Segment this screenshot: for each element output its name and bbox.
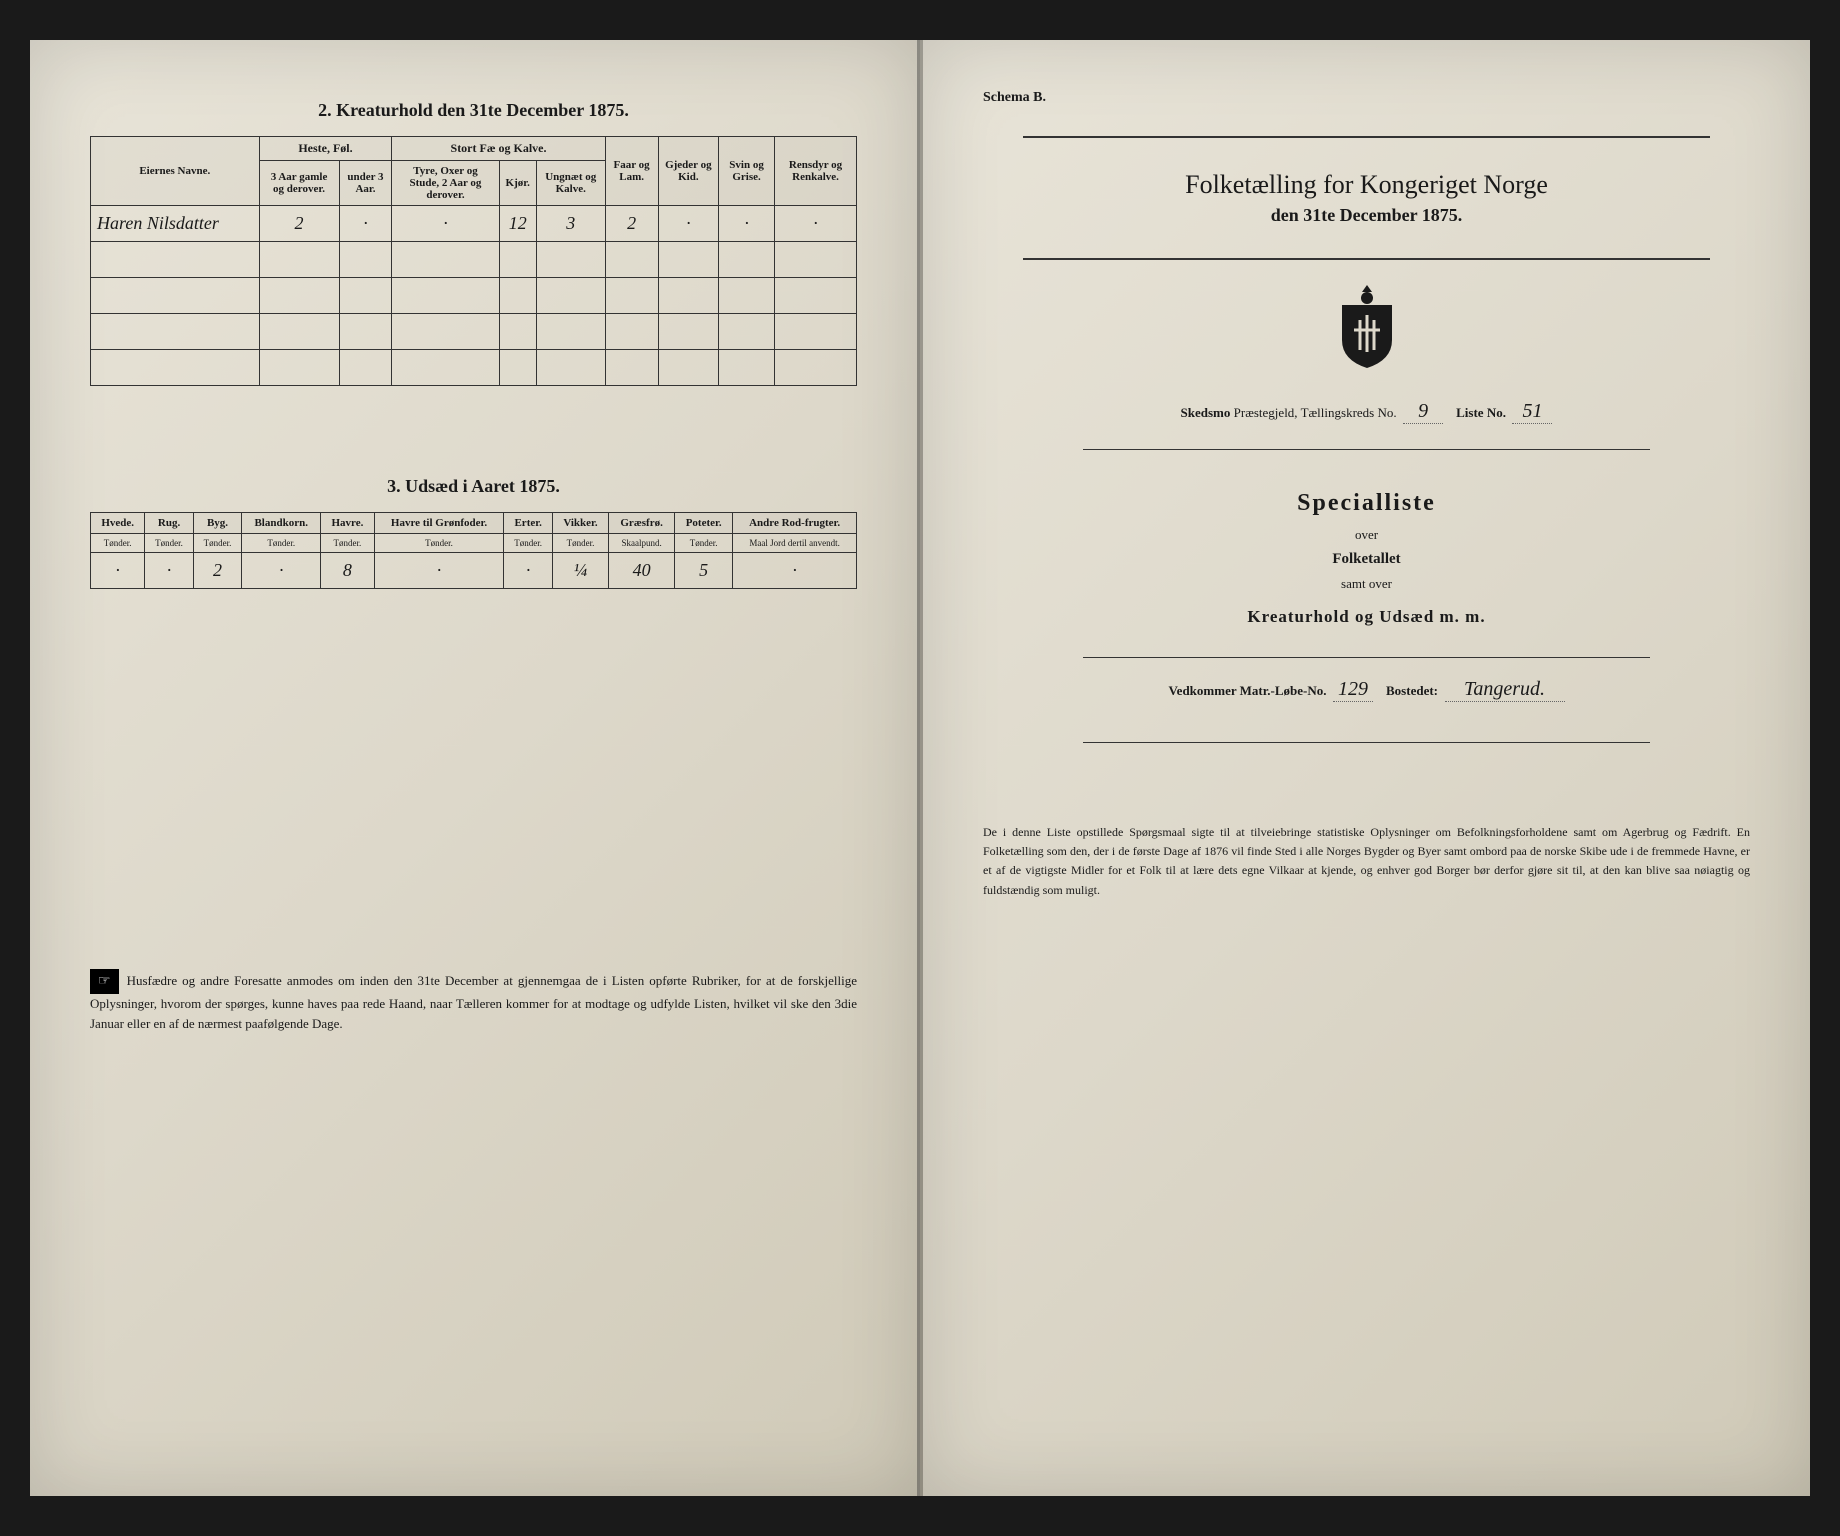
- h: Hvede.: [91, 513, 145, 534]
- specialliste-heading: Specialliste: [983, 490, 1750, 517]
- u: Tønder.: [675, 534, 733, 553]
- h: Havre.: [321, 513, 374, 534]
- cell: ·: [339, 206, 392, 242]
- kreaturhold-heading: Kreaturhold og Udsæd m. m.: [983, 607, 1750, 627]
- section2-title: 2. Kreaturhold den 31te December 1875.: [90, 100, 857, 121]
- cell: 2: [605, 206, 658, 242]
- h: Blandkorn.: [242, 513, 321, 534]
- u: Tønder.: [193, 534, 241, 553]
- v: ·: [91, 553, 145, 589]
- sub-heste1: 3 Aar gamle og derover.: [259, 161, 339, 206]
- census-title: Folketælling for Kongeriget Norge: [1023, 170, 1710, 200]
- u: Tønder.: [91, 534, 145, 553]
- footnote-text: Husfædre og andre Foresatte anmodes om i…: [90, 973, 857, 1031]
- folketallet-label: Folketallet: [983, 551, 1750, 568]
- cell: 3: [536, 206, 605, 242]
- u: Maal Jord dertil anvendt.: [733, 534, 857, 553]
- h: Vikker.: [552, 513, 608, 534]
- cell: ·: [719, 206, 775, 242]
- group-stort: Stort Fæ og Kalve.: [392, 137, 605, 161]
- livestock-table: Eiernes Navne. Heste, Føl. Stort Fæ og K…: [90, 136, 857, 386]
- v: 5: [675, 553, 733, 589]
- v: 2: [193, 553, 241, 589]
- u: Tønder.: [374, 534, 504, 553]
- matr-label: Vedkommer Matr.-Løbe-No.: [1168, 683, 1326, 698]
- book-spread: 2. Kreaturhold den 31te December 1875. E…: [30, 40, 1810, 1496]
- table-row: Haren Nilsdatter 2 · · 12 3 2 · · ·: [91, 206, 857, 242]
- schema-label: Schema B.: [983, 90, 1750, 106]
- v: ·: [374, 553, 504, 589]
- cell: ·: [392, 206, 499, 242]
- prestegjeld: Skedsmo: [1181, 405, 1231, 420]
- v: ·: [145, 553, 193, 589]
- col-gjeder: Gjeder og Kid.: [658, 137, 718, 206]
- h: Havre til Grønfoder.: [374, 513, 504, 534]
- owner-name: Haren Nilsdatter: [91, 206, 260, 242]
- u: Tønder.: [552, 534, 608, 553]
- v: ¼: [552, 553, 608, 589]
- h: Andre Rod-frugter.: [733, 513, 857, 534]
- matr-line: Vedkommer Matr.-Løbe-No. 129 Bostedet: T…: [983, 678, 1750, 702]
- cell: 12: [499, 206, 536, 242]
- sub-stort2: Kjør.: [499, 161, 536, 206]
- liste-label: Liste No.: [1456, 405, 1506, 420]
- right-page: Schema B. Folketælling for Kongeriget No…: [920, 40, 1810, 1496]
- sub-stort1: Tyre, Oxer og Stude, 2 Aar og derover.: [392, 161, 499, 206]
- h: Græsfrø.: [609, 513, 675, 534]
- kreds-no: 9: [1403, 400, 1443, 424]
- left-footnote: ☞Husfædre og andre Foresatte anmodes om …: [90, 969, 857, 1033]
- district-label: Præstegjeld, Tællingskreds No.: [1234, 405, 1397, 420]
- census-subtitle: den 31te December 1875.: [1023, 205, 1710, 226]
- pointer-icon: ☞: [90, 969, 119, 994]
- h: Poteter.: [675, 513, 733, 534]
- cell: ·: [658, 206, 718, 242]
- v: ·: [242, 553, 321, 589]
- v: 40: [609, 553, 675, 589]
- cell: 2: [259, 206, 339, 242]
- cell: ·: [775, 206, 857, 242]
- h: Erter.: [504, 513, 552, 534]
- samt-label: samt over: [983, 576, 1750, 592]
- v: ·: [733, 553, 857, 589]
- right-footnote: De i denne Liste opstillede Spørgsmaal s…: [983, 823, 1750, 900]
- sub-stort3: Ungnæt og Kalve.: [536, 161, 605, 206]
- bostedet-label: Bostedet:: [1386, 683, 1438, 698]
- u: Tønder.: [242, 534, 321, 553]
- seed-table: Hvede. Rug. Byg. Blandkorn. Havre. Havre…: [90, 512, 857, 589]
- col-rensdyr: Rensdyr og Renkalve.: [775, 137, 857, 206]
- over-label: over: [983, 527, 1750, 543]
- left-page: 2. Kreaturhold den 31te December 1875. E…: [30, 40, 920, 1496]
- v: ·: [504, 553, 552, 589]
- u: Tønder.: [321, 534, 374, 553]
- matr-no: 129: [1333, 678, 1373, 702]
- u: Tønder.: [145, 534, 193, 553]
- district-line: Skedsmo Præstegjeld, Tællingskreds No. 9…: [983, 400, 1750, 424]
- h: Byg.: [193, 513, 241, 534]
- col-faar: Faar og Lam.: [605, 137, 658, 206]
- bostedet-value: Tangerud.: [1445, 678, 1565, 702]
- title-box: Folketælling for Kongeriget Norge den 31…: [1023, 136, 1710, 260]
- h: Rug.: [145, 513, 193, 534]
- col-owner: Eiernes Navne.: [91, 137, 260, 206]
- v: 8: [321, 553, 374, 589]
- section3-title: 3. Udsæd i Aaret 1875.: [90, 476, 857, 497]
- group-heste: Heste, Føl.: [259, 137, 392, 161]
- u: Tønder.: [504, 534, 552, 553]
- col-svin: Svin og Grise.: [719, 137, 775, 206]
- u: Skaalpund.: [609, 534, 675, 553]
- sub-heste2: under 3 Aar.: [339, 161, 392, 206]
- coat-of-arms-icon: [983, 280, 1750, 375]
- liste-no: 51: [1512, 400, 1552, 424]
